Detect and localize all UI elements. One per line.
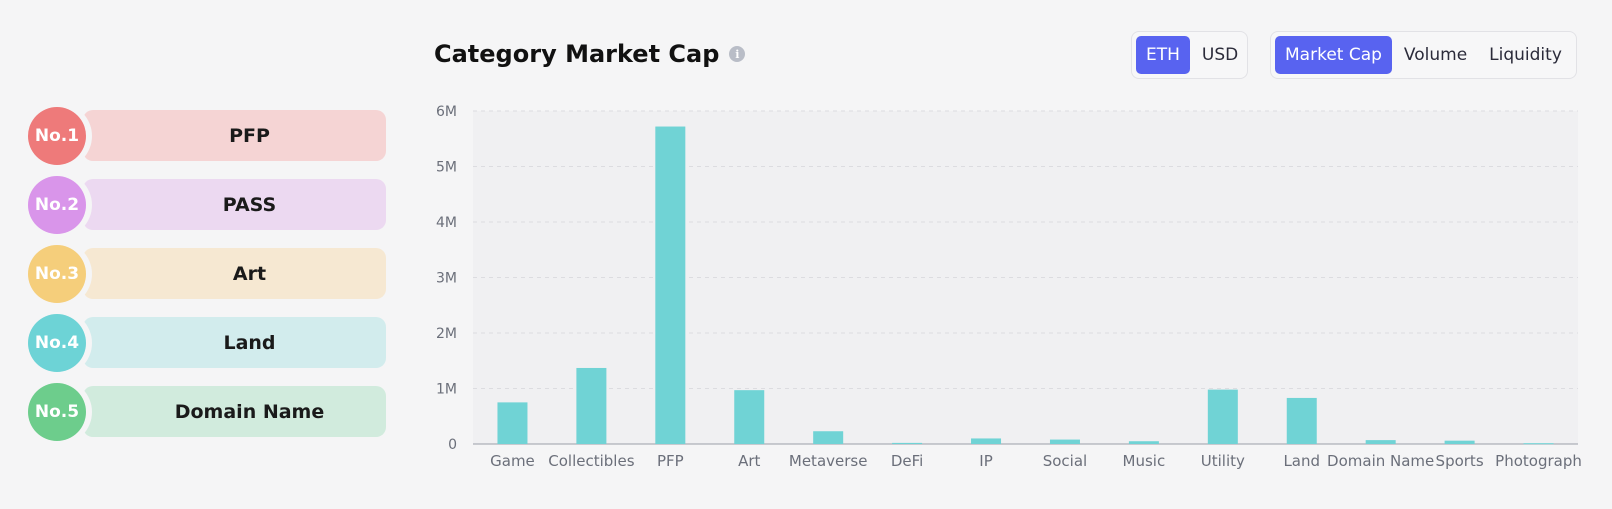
x-tick-label: Metaverse (789, 452, 868, 470)
tab-volume[interactable]: Volume (1403, 45, 1468, 65)
metric-toggle: Market Cap Volume Liquidity (1270, 31, 1577, 79)
bar-sports[interactable] (1444, 440, 1475, 444)
tab-liquidity[interactable]: Liquidity (1489, 45, 1562, 65)
x-tick-label: IP (979, 452, 992, 470)
x-tick-label: Collectibles (548, 452, 634, 470)
rank-badge: No.5 (28, 383, 86, 441)
bar-social[interactable] (1049, 439, 1080, 444)
rank-pill: Land (83, 317, 386, 368)
y-tick-label: 0 (448, 437, 457, 453)
info-icon[interactable]: i (729, 46, 746, 62)
bar-art[interactable] (734, 390, 765, 444)
rank-item-1[interactable]: PFP No.1 (26, 103, 386, 169)
x-tick-label: Photograph (1495, 452, 1582, 470)
y-tick-label: 6M (436, 104, 457, 120)
category-ranking-list: PFP No.1 PASS No.2 Art No.3 Land No.4 Do… (26, 103, 386, 452)
rank-badge: No.1 (28, 107, 86, 165)
rank-item-3[interactable]: Art No.3 (26, 241, 386, 307)
y-tick-label: 1M (436, 382, 457, 398)
y-tick-label: 4M (436, 215, 457, 231)
toggle-usd[interactable]: USD (1201, 45, 1239, 65)
y-tick-label: 3M (436, 271, 457, 287)
bar-collectibles[interactable] (576, 367, 607, 444)
rank-badge: No.4 (28, 314, 86, 372)
toggle-eth[interactable]: ETH (1136, 36, 1190, 74)
x-tick-label: Sports (1436, 452, 1484, 470)
bar-metaverse[interactable] (813, 431, 844, 444)
bar-music[interactable] (1128, 441, 1159, 444)
chart-title-text: Category Market Cap (434, 40, 720, 68)
x-tick-label: PFP (657, 452, 684, 470)
chart-title: Category Market Cap i (434, 40, 746, 68)
x-tick-label: DeFi (891, 452, 923, 470)
tab-market-cap[interactable]: Market Cap (1275, 36, 1392, 74)
rank-item-4[interactable]: Land No.4 (26, 310, 386, 376)
x-tick-label: Utility (1201, 452, 1245, 470)
x-tick-label: Game (490, 452, 535, 470)
rank-badge: No.2 (28, 176, 86, 234)
x-tick-label: Domain Name (1327, 452, 1434, 470)
bar-photograph[interactable] (1523, 443, 1554, 445)
rank-item-5[interactable]: Domain Name No.5 (26, 379, 386, 445)
x-tick-label: Land (1283, 452, 1320, 470)
x-tick-label: Music (1123, 452, 1166, 470)
bar-defi[interactable] (892, 442, 923, 444)
rank-badge: No.3 (28, 245, 86, 303)
x-tick-label: Social (1043, 452, 1087, 470)
bar-domain-name[interactable] (1365, 440, 1396, 444)
bar-game[interactable] (497, 402, 528, 444)
x-tick-label: Art (738, 452, 760, 470)
bar-utility[interactable] (1207, 389, 1238, 444)
currency-toggle: ETH USD (1131, 31, 1248, 79)
bar-land[interactable] (1286, 397, 1317, 444)
rank-item-2[interactable]: PASS No.2 (26, 172, 386, 238)
rank-pill: PASS (83, 179, 386, 230)
rank-pill: Domain Name (83, 386, 386, 437)
y-tick-label: 5M (436, 160, 457, 176)
rank-pill: Art (83, 248, 386, 299)
y-tick-label: 2M (436, 326, 457, 342)
bar-ip[interactable] (971, 438, 1002, 444)
rank-pill: PFP (83, 110, 386, 161)
bar-pfp[interactable] (655, 126, 686, 444)
